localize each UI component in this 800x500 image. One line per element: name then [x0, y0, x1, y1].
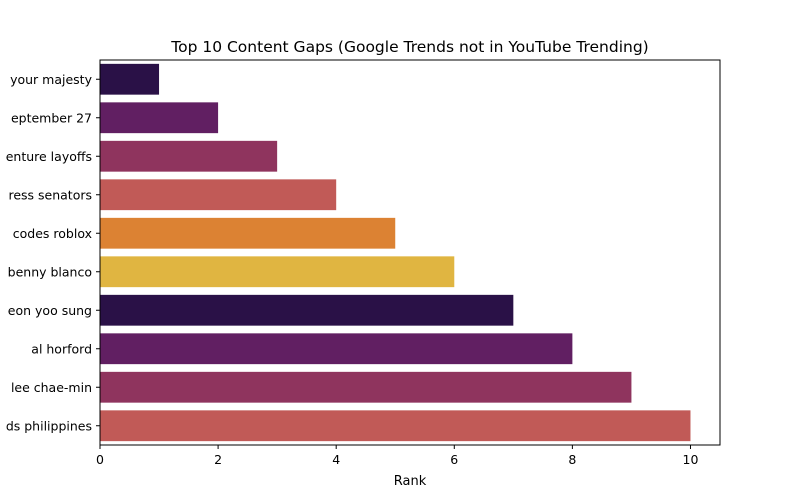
bar-6 [100, 256, 455, 288]
x-tick-label: 2 [214, 452, 222, 467]
x-tick-label: 4 [332, 452, 340, 467]
bar-4 [100, 179, 337, 211]
category-label: your majesty [10, 72, 92, 87]
x-tick-label: 6 [450, 452, 458, 467]
plot-frame [99, 59, 721, 446]
bar-8 [100, 333, 573, 365]
bar-9 [100, 371, 632, 403]
chart-title: Top 10 Content Gaps (Google Trends not i… [170, 38, 648, 56]
bars-layer [100, 63, 691, 442]
category-label: ress senators [8, 187, 92, 202]
x-tick-label: 0 [96, 452, 104, 467]
x-axis-ticks: 0 2 4 6 8 10 [96, 445, 698, 467]
category-label: enture layoffs [6, 149, 92, 164]
x-tick-label: 8 [568, 452, 576, 467]
category-label: al horford [31, 341, 92, 356]
category-labels: your majesty eptember 27 enture layoffs res… [6, 72, 100, 433]
category-label: ds philippines [6, 418, 92, 433]
category-label: eptember 27 [11, 110, 92, 125]
bar-3 [100, 140, 278, 172]
bar-10 [100, 410, 691, 442]
category-label: lee chae-min [11, 380, 92, 395]
bar-5 [100, 217, 396, 249]
category-label: benny blanco [8, 264, 92, 279]
bar-1 [100, 63, 160, 95]
category-label: eon yoo sung [8, 303, 92, 318]
x-axis-label: Rank [394, 474, 427, 489]
bar-7 [100, 294, 514, 326]
bar-2 [100, 102, 219, 134]
category-label: codes roblox [13, 226, 92, 241]
x-tick-label: 10 [683, 452, 699, 467]
